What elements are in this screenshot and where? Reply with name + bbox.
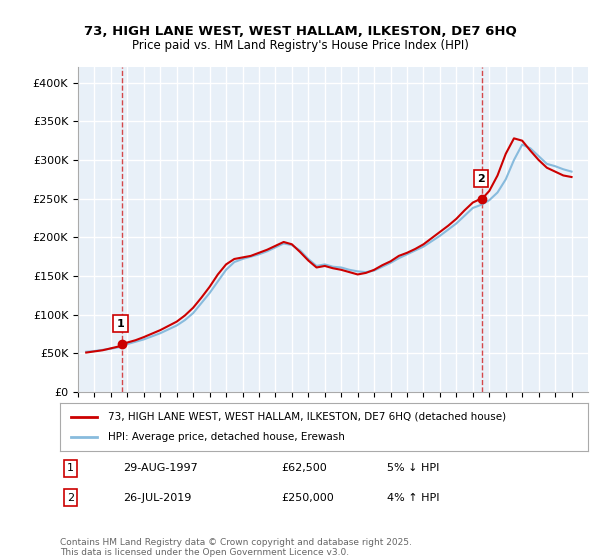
- Text: 73, HIGH LANE WEST, WEST HALLAM, ILKESTON, DE7 6HQ: 73, HIGH LANE WEST, WEST HALLAM, ILKESTO…: [83, 25, 517, 38]
- Text: Price paid vs. HM Land Registry's House Price Index (HPI): Price paid vs. HM Land Registry's House …: [131, 39, 469, 52]
- Text: 2: 2: [477, 174, 485, 184]
- Text: 73, HIGH LANE WEST, WEST HALLAM, ILKESTON, DE7 6HQ (detached house): 73, HIGH LANE WEST, WEST HALLAM, ILKESTO…: [107, 412, 506, 422]
- Text: HPI: Average price, detached house, Erewash: HPI: Average price, detached house, Erew…: [107, 432, 344, 442]
- Text: £62,500: £62,500: [282, 463, 328, 473]
- Text: 29-AUG-1997: 29-AUG-1997: [124, 463, 198, 473]
- Text: 5% ↓ HPI: 5% ↓ HPI: [388, 463, 440, 473]
- Text: 2: 2: [67, 493, 74, 503]
- Text: 26-JUL-2019: 26-JUL-2019: [124, 493, 192, 503]
- Text: 1: 1: [67, 463, 74, 473]
- Text: Contains HM Land Registry data © Crown copyright and database right 2025.
This d: Contains HM Land Registry data © Crown c…: [60, 538, 412, 557]
- Text: £250,000: £250,000: [282, 493, 335, 503]
- Text: 4% ↑ HPI: 4% ↑ HPI: [388, 493, 440, 503]
- Text: 1: 1: [117, 319, 125, 329]
